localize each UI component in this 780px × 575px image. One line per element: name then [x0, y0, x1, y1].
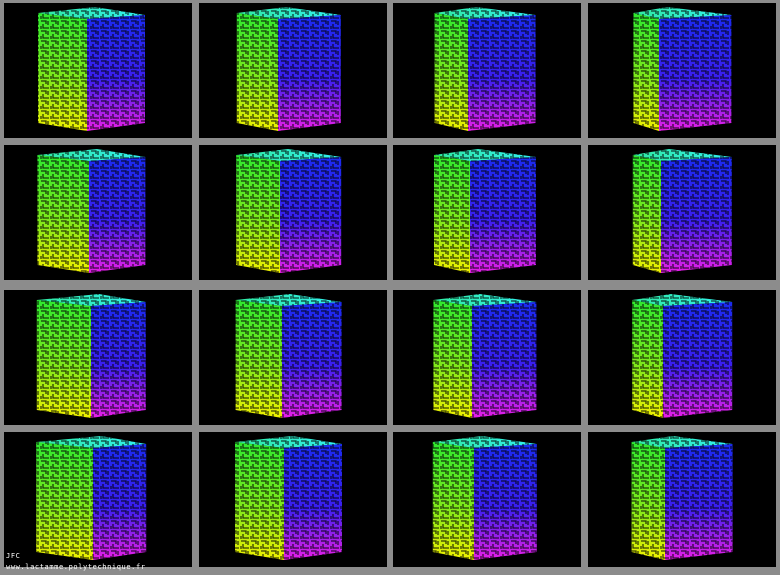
- image-frame: [588, 290, 776, 425]
- cube-right-face-maze: [278, 15, 341, 131]
- image-frame: [4, 432, 192, 567]
- hilbert-cube: [631, 436, 733, 560]
- hilbert-cube: [37, 149, 146, 273]
- hilbert-cube: [434, 149, 536, 273]
- cube-top-face-maze: [37, 149, 146, 161]
- hilbert-cube: [633, 7, 732, 131]
- cube-right-face-maze: [87, 15, 145, 131]
- cube-left-face-maze: [633, 13, 659, 131]
- cube-top-face-maze: [434, 149, 536, 161]
- cube-right-face-maze: [661, 157, 732, 273]
- image-frame: [393, 432, 581, 567]
- image-frame: [588, 432, 776, 567]
- image-frame: [588, 3, 776, 138]
- cube-left-face-maze: [235, 300, 282, 418]
- author-credit: JFC: [6, 552, 20, 560]
- cube-top-face-maze: [36, 436, 147, 448]
- cube-left-face-maze: [36, 300, 91, 418]
- image-frame: [199, 3, 387, 138]
- hilbert-cube: [434, 7, 536, 131]
- cube-right-face-maze: [468, 15, 536, 131]
- cube-top-face-maze: [36, 294, 146, 306]
- hilbert-cube: [36, 294, 146, 418]
- cube-top-face-maze: [632, 294, 733, 306]
- cube-top-face-maze: [432, 436, 537, 448]
- cube-right-face-maze: [89, 157, 146, 273]
- image-frame: [199, 290, 387, 425]
- cube-top-face-maze: [236, 149, 342, 161]
- cube-right-face-maze: [474, 444, 537, 560]
- cube-left-face-maze: [434, 13, 468, 131]
- cube-top-face-maze: [631, 436, 733, 448]
- cube-top-face-maze: [38, 7, 145, 19]
- cube-left-face-maze: [236, 155, 280, 273]
- cube-left-face-maze: [236, 13, 278, 131]
- image-frame: [199, 432, 387, 567]
- cube-left-face-maze: [631, 442, 665, 560]
- cube-right-face-maze: [665, 444, 733, 560]
- image-frame: [393, 3, 581, 138]
- image-grid: [4, 3, 776, 567]
- hilbert-cube: [632, 149, 732, 273]
- hilbert-cube: [236, 149, 342, 273]
- cube-left-face-maze: [632, 155, 661, 273]
- cube-right-face-maze: [663, 302, 733, 418]
- hilbert-cube: [235, 294, 342, 418]
- cube-right-face-maze: [282, 302, 342, 418]
- cube-right-face-maze: [472, 302, 537, 418]
- cube-left-face-maze: [36, 442, 93, 560]
- cube-left-face-maze: [37, 155, 89, 273]
- cube-top-face-maze: [236, 7, 341, 19]
- cube-left-face-maze: [235, 442, 284, 560]
- cube-right-face-maze: [280, 157, 342, 273]
- cube-top-face-maze: [235, 436, 342, 448]
- cube-right-face-maze: [659, 15, 732, 131]
- cube-right-face-maze: [93, 444, 147, 560]
- cube-left-face-maze: [433, 300, 472, 418]
- hilbert-cube: [38, 7, 145, 131]
- cube-top-face-maze: [632, 149, 732, 161]
- image-frame: [4, 145, 192, 280]
- image-frame: [588, 145, 776, 280]
- cube-left-face-maze: [432, 442, 474, 560]
- hilbert-cube: [432, 436, 537, 560]
- hilbert-cube: [632, 294, 733, 418]
- image-frame: [393, 145, 581, 280]
- image-frame: [199, 145, 387, 280]
- cube-left-face-maze: [434, 155, 470, 273]
- cube-top-face-maze: [235, 294, 342, 306]
- hilbert-cube: [36, 436, 147, 560]
- hilbert-cube: [235, 436, 342, 560]
- cube-top-face-maze: [633, 7, 732, 19]
- cube-left-face-maze: [38, 13, 87, 131]
- cube-top-face-maze: [433, 294, 537, 306]
- cube-top-face-maze: [434, 7, 536, 19]
- image-frame: [4, 290, 192, 425]
- image-frame: [393, 290, 581, 425]
- hilbert-cube: [236, 7, 341, 131]
- cube-left-face-maze: [632, 300, 663, 418]
- cube-right-face-maze: [91, 302, 146, 418]
- hilbert-cube: [433, 294, 537, 418]
- image-frame: [4, 3, 192, 138]
- cube-right-face-maze: [284, 444, 342, 560]
- cube-right-face-maze: [470, 157, 536, 273]
- website-url: www.lactamme.polytechnique.fr: [6, 563, 146, 571]
